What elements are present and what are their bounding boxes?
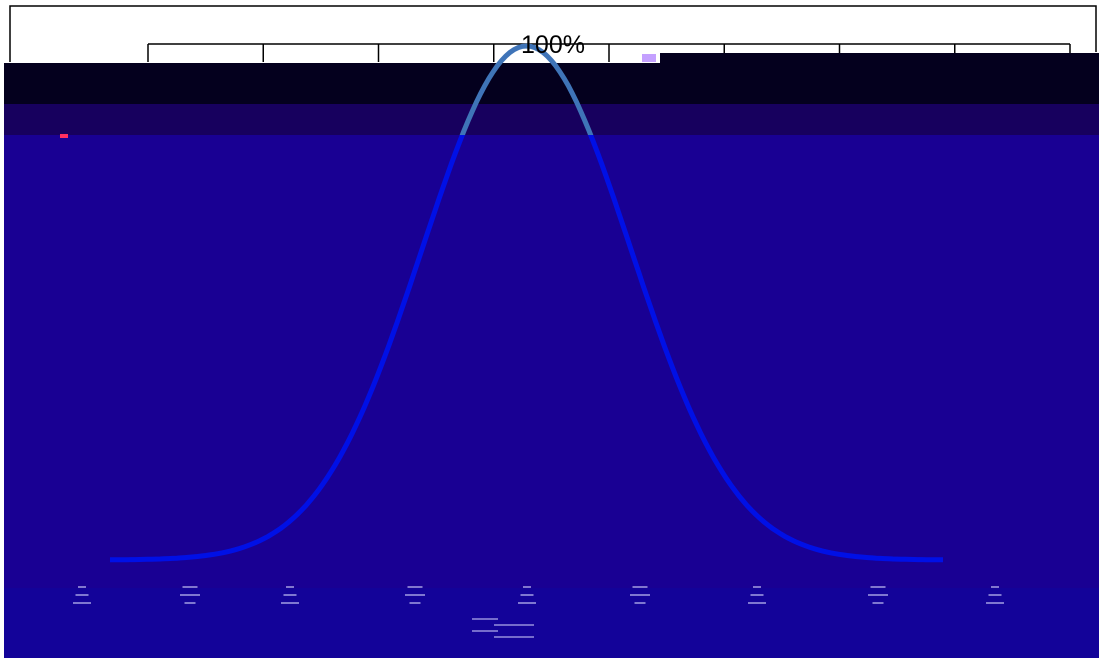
- x-tick-glyph: [750, 594, 764, 596]
- x-tick-glyph: [988, 594, 1002, 596]
- x-tick-glyph: [523, 586, 531, 588]
- x-tick-glyph: [180, 594, 200, 596]
- x-tick-glyph: [409, 602, 421, 604]
- x-tick-glyph: [283, 594, 297, 596]
- x-tick-glyph: [986, 602, 1004, 604]
- x-tick-glyph: [286, 586, 294, 588]
- marker-top-right: [642, 54, 656, 62]
- mid-purple-band: [4, 104, 1099, 135]
- peak-label: 100%: [521, 31, 585, 59]
- x-tick-glyph: [518, 602, 536, 604]
- axis-caption-glyph: [472, 630, 498, 632]
- x-tick-glyph: [872, 602, 884, 604]
- axis-caption-glyph: [494, 636, 534, 638]
- curve-peak-segment: [459, 43, 594, 135]
- x-tick-glyph: [73, 602, 91, 604]
- curve-layer: [110, 43, 943, 563]
- x-tick-glyph: [632, 586, 648, 588]
- x-tick-glyph: [634, 602, 646, 604]
- x-tick-glyph: [407, 586, 423, 588]
- x-tick-labels: [73, 586, 1004, 638]
- outer-frame: [9, 5, 1097, 62]
- tick-label-band: [4, 588, 1099, 658]
- top-dark-band-right: [660, 53, 1099, 104]
- plot-area: [4, 135, 1099, 590]
- x-tick-glyph: [75, 594, 89, 596]
- series-line: [110, 135, 943, 563]
- x-tick-glyph: [78, 586, 86, 588]
- x-tick-glyph: [182, 586, 198, 588]
- x-tick-glyph: [184, 602, 196, 604]
- x-tick-glyph: [753, 586, 761, 588]
- axis-caption-glyph: [494, 624, 534, 626]
- axis-caption-glyph: [472, 618, 498, 620]
- x-tick-glyph: [630, 594, 650, 596]
- x-tick-glyph: [868, 594, 888, 596]
- x-tick-glyph: [870, 586, 886, 588]
- x-tick-glyph: [520, 594, 534, 596]
- marker-left: [60, 134, 68, 138]
- x-tick-glyph: [991, 586, 999, 588]
- x-tick-glyph: [281, 602, 299, 604]
- x-tick-glyph: [748, 602, 766, 604]
- x-tick-glyph: [405, 594, 425, 596]
